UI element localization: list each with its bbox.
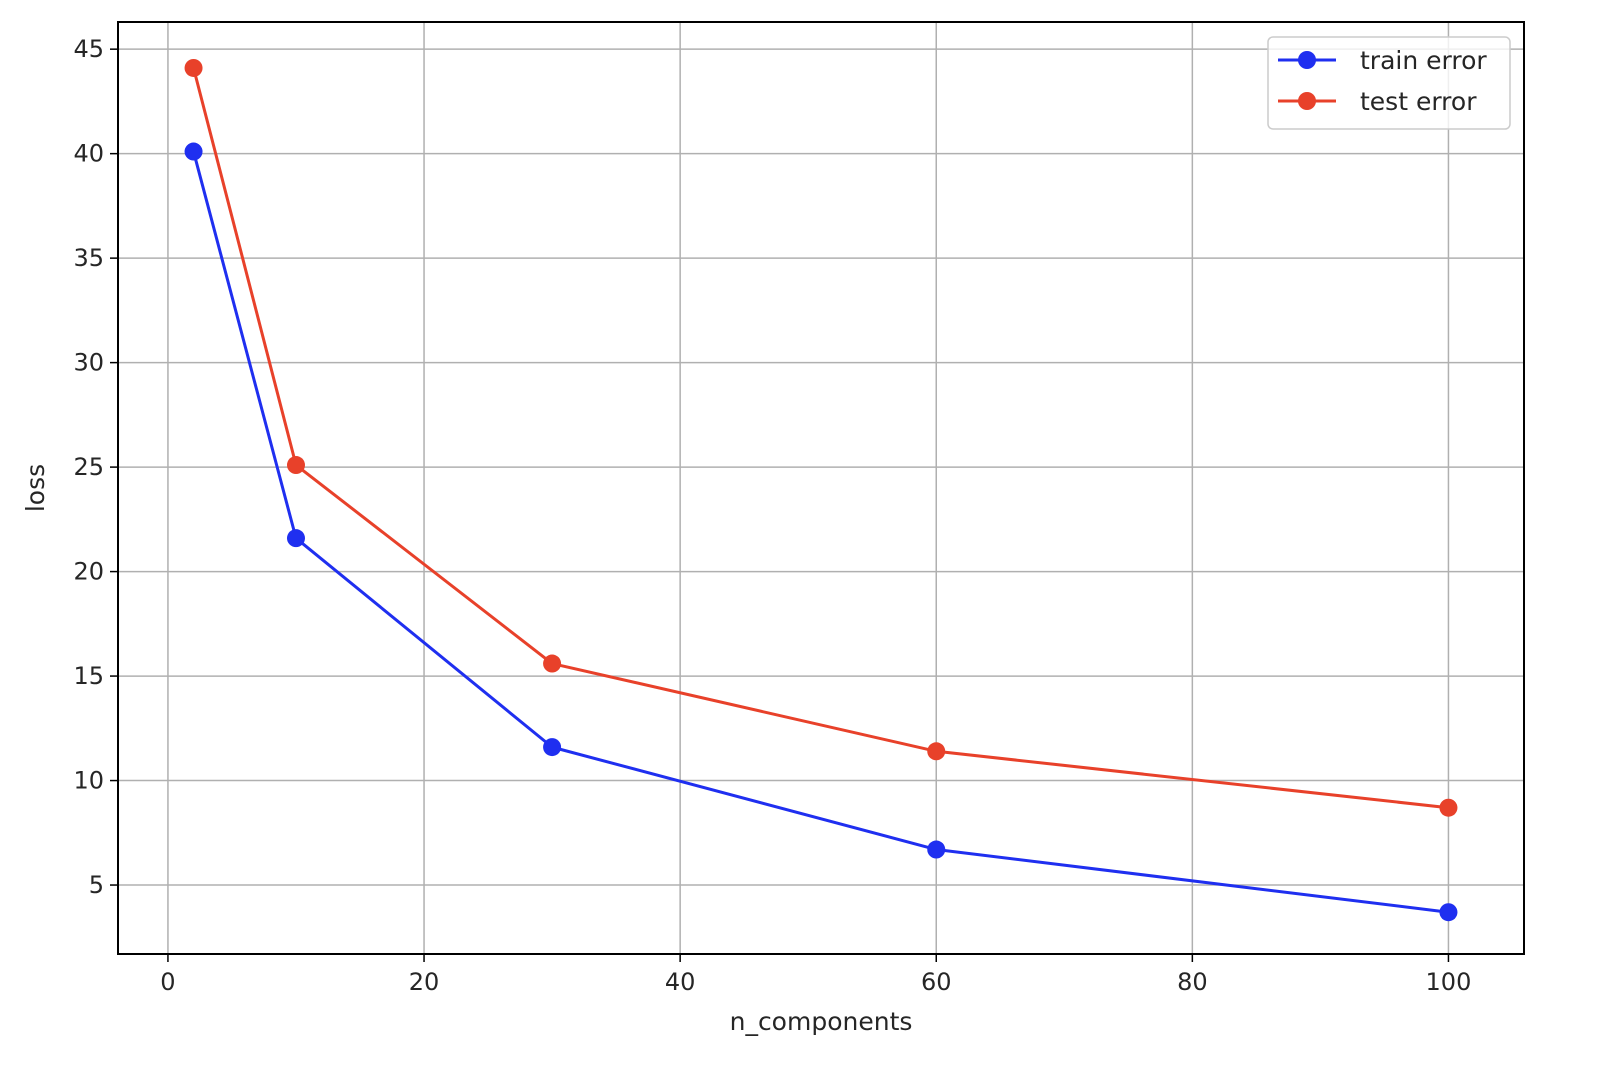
- legend-marker: [1298, 92, 1316, 110]
- data-point: [543, 654, 562, 673]
- y-tick-label: 10: [73, 767, 104, 795]
- data-point: [286, 529, 305, 548]
- ticks: 0 20 40 60 80 100 5 10 15 20 25 30 35 40 45: [73, 35, 1471, 996]
- x-axis-label: n_components: [730, 1007, 913, 1036]
- x-tick-label: 100: [1426, 968, 1472, 996]
- y-tick-label: 25: [73, 453, 104, 481]
- data-point: [927, 742, 946, 761]
- legend-item: train error: [1278, 46, 1487, 75]
- y-tick-label: 35: [73, 244, 104, 272]
- legend-label: train error: [1360, 46, 1487, 75]
- x-tick-label: 80: [1177, 968, 1208, 996]
- y-tick-label: 15: [73, 662, 104, 690]
- y-tick-label: 40: [73, 140, 104, 168]
- x-tick-label: 20: [409, 968, 440, 996]
- series-group: [184, 58, 1458, 922]
- legend-label: test error: [1360, 87, 1477, 116]
- y-tick-label: 5: [89, 871, 104, 899]
- series-test-error: [184, 58, 1458, 817]
- y-tick-label: 45: [73, 35, 104, 63]
- y-tick-label: 30: [73, 349, 104, 377]
- legend: train error test error: [1267, 36, 1511, 130]
- data-point: [286, 456, 305, 475]
- y-axis-label: loss: [21, 464, 50, 512]
- data-point: [1439, 798, 1458, 817]
- x-tick-label: 40: [665, 968, 696, 996]
- legend-marker: [1298, 51, 1316, 69]
- data-point: [184, 58, 203, 77]
- data-point: [927, 840, 946, 859]
- data-point: [1439, 903, 1458, 922]
- x-tick-label: 60: [921, 968, 952, 996]
- y-tick-label: 20: [73, 558, 104, 586]
- series-train-error: [184, 142, 1458, 922]
- data-point: [184, 142, 203, 161]
- grid: [118, 22, 1524, 954]
- plot-frame: [117, 21, 1525, 955]
- x-tick-label: 0: [160, 968, 175, 996]
- data-point: [543, 738, 562, 757]
- legend-item: test error: [1278, 87, 1477, 116]
